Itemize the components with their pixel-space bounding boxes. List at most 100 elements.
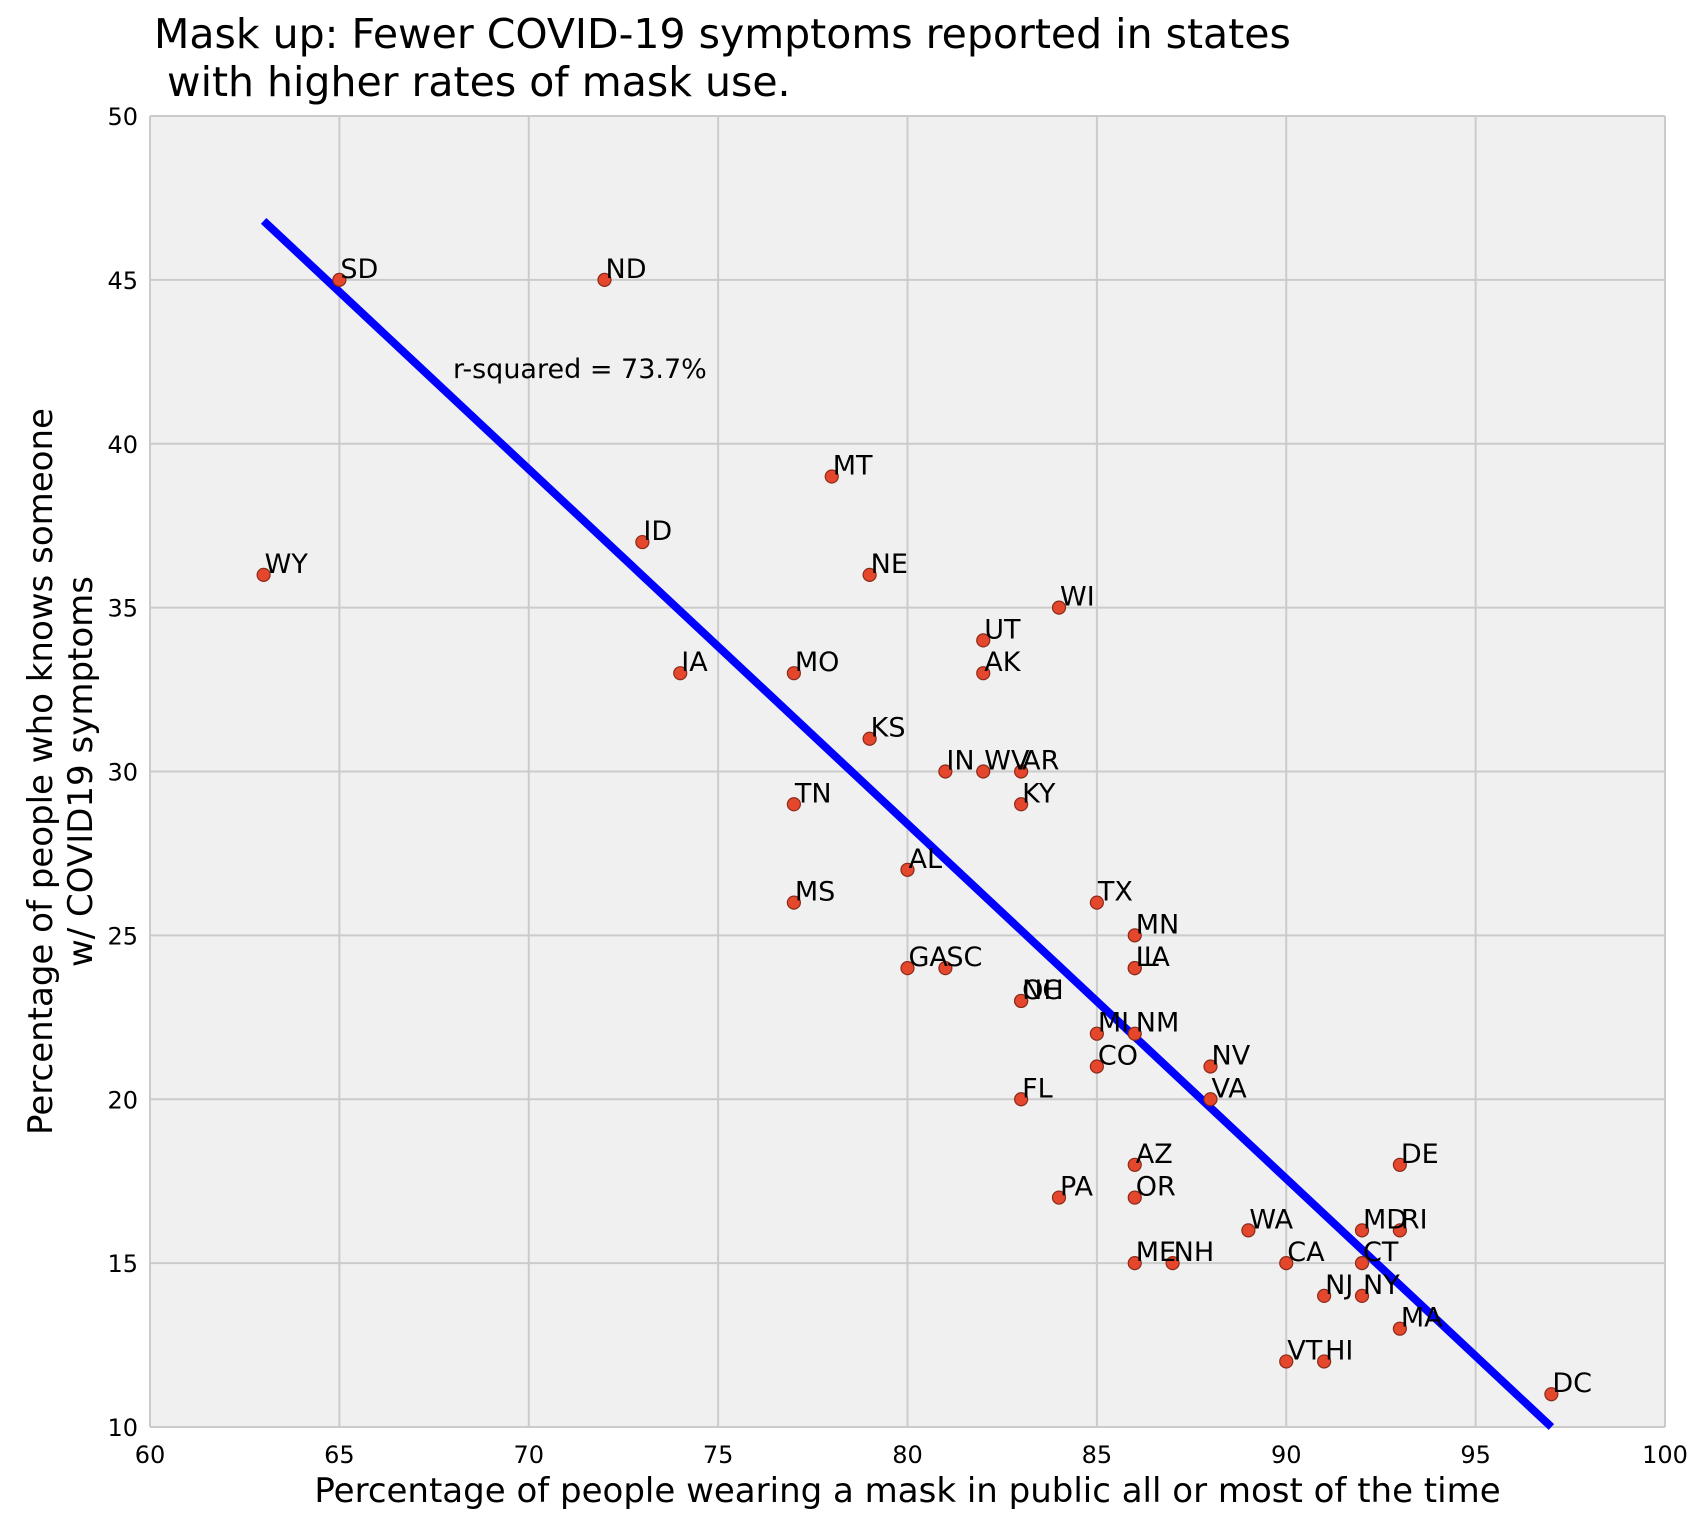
point-label: MN — [1136, 909, 1180, 940]
data-point — [862, 567, 877, 582]
data-point — [1392, 1223, 1407, 1238]
y-tick-label: 10 — [107, 1414, 138, 1442]
data-point — [1354, 1256, 1370, 1271]
y-axis-label-line: Percentage of people who knows someone — [21, 408, 61, 1135]
point-label: NJ — [1325, 1270, 1353, 1301]
y-tick-label: 30 — [107, 759, 138, 787]
data-point — [1014, 764, 1029, 779]
point-label: KY — [1022, 778, 1056, 809]
point-label: LA — [1136, 942, 1171, 973]
data-point — [1089, 1026, 1104, 1041]
point-label: CO — [1098, 1040, 1138, 1071]
point-label: ND — [606, 254, 647, 285]
point-label: TX — [1097, 877, 1133, 908]
data-point — [1127, 1026, 1142, 1041]
point-label: CT — [1363, 1237, 1399, 1268]
data-point — [673, 666, 688, 681]
data-point — [976, 764, 991, 779]
data-point — [1127, 928, 1142, 943]
y-tick-label: 45 — [107, 267, 138, 295]
regression-line-group — [260, 217, 1555, 1430]
regression-line — [260, 217, 1555, 1430]
grid-lines — [149, 115, 1666, 1428]
data-point — [862, 731, 877, 746]
y-axis-label: Percentage of people who knows someonew/… — [21, 408, 101, 1135]
r-squared-annotation: r-squared = 73.7% — [453, 354, 707, 385]
data-point — [938, 764, 953, 779]
axis-ticks: 60 65 70 75 80 85 90 95 100 10 15 20 25 30 35 40 45 50 — [107, 103, 1687, 1469]
point-label: WV — [984, 746, 1030, 777]
point-label: AL — [909, 844, 943, 875]
data-point — [1127, 1190, 1142, 1205]
point-label: ME — [1136, 1237, 1176, 1268]
data-point — [1014, 797, 1029, 812]
y-tick-label: 40 — [107, 431, 138, 459]
data-point — [1317, 1288, 1332, 1304]
x-tick-label: 75 — [703, 1441, 734, 1469]
data-point — [1392, 1321, 1407, 1336]
y-tick-label: 35 — [107, 595, 138, 623]
point-label: TN — [794, 778, 832, 809]
y-tick-label: 15 — [107, 1250, 138, 1278]
point-label: IA — [681, 647, 708, 678]
data-point — [1354, 1223, 1370, 1238]
point-label: PA — [1060, 1172, 1094, 1203]
data-points — [256, 272, 1559, 1402]
point-label: VA — [1212, 1073, 1248, 1104]
point-label: NE — [871, 549, 908, 580]
point-label: NY — [1363, 1270, 1400, 1301]
point-label: FL — [1022, 1073, 1053, 1104]
point-label: MD — [1363, 1204, 1407, 1235]
data-point — [332, 272, 347, 287]
point-label: MI — [1098, 1008, 1129, 1039]
point-label: CA — [1287, 1237, 1325, 1268]
x-tick-label: 70 — [513, 1441, 544, 1469]
point-label: HI — [1325, 1335, 1353, 1366]
data-point — [900, 961, 915, 976]
data-point — [938, 961, 953, 976]
point-label: AK — [984, 647, 1021, 678]
data-point — [1203, 1059, 1218, 1074]
point-label: SD — [340, 254, 378, 285]
data-point — [1544, 1387, 1559, 1402]
data-point — [1089, 895, 1104, 910]
point-label: ID — [643, 516, 672, 547]
point-label: NM — [1136, 1008, 1180, 1039]
point-label: WA — [1249, 1204, 1293, 1235]
data-point — [1127, 961, 1142, 976]
data-point — [1392, 1157, 1407, 1172]
point-label: GA — [909, 942, 949, 973]
data-point — [1279, 1354, 1294, 1369]
data-point — [786, 797, 801, 812]
point-label: RI — [1401, 1204, 1428, 1235]
data-point — [1127, 1256, 1142, 1271]
point-label: IN — [946, 746, 974, 777]
point-label: MO — [795, 647, 840, 678]
point-label: NC — [1022, 975, 1061, 1006]
point-label: VT — [1287, 1335, 1322, 1366]
x-tick-label: 80 — [892, 1441, 923, 1469]
point-label: IL — [1136, 942, 1159, 973]
data-point — [786, 666, 801, 681]
data-point — [256, 567, 271, 582]
point-label: WI — [1060, 582, 1095, 613]
data-point — [824, 469, 839, 484]
data-point — [900, 862, 915, 877]
point-label: WY — [265, 549, 309, 580]
chart-title: Mask up: Fewer COVID-19 symptoms reporte… — [154, 10, 1291, 106]
point-label: OH — [1022, 975, 1064, 1006]
point-label: AR — [1022, 746, 1059, 777]
data-point — [976, 633, 991, 648]
data-point — [1317, 1354, 1332, 1369]
y-tick-label: 20 — [107, 1086, 138, 1114]
x-tick-label: 95 — [1460, 1441, 1491, 1469]
data-point — [1354, 1288, 1370, 1304]
point-label: NV — [1212, 1040, 1251, 1071]
x-tick-label: 100 — [1642, 1441, 1688, 1469]
data-point — [1014, 1092, 1029, 1107]
x-tick-label: 65 — [324, 1441, 355, 1469]
data-point — [786, 895, 801, 910]
point-label: DE — [1401, 1139, 1439, 1170]
data-point — [976, 666, 991, 681]
